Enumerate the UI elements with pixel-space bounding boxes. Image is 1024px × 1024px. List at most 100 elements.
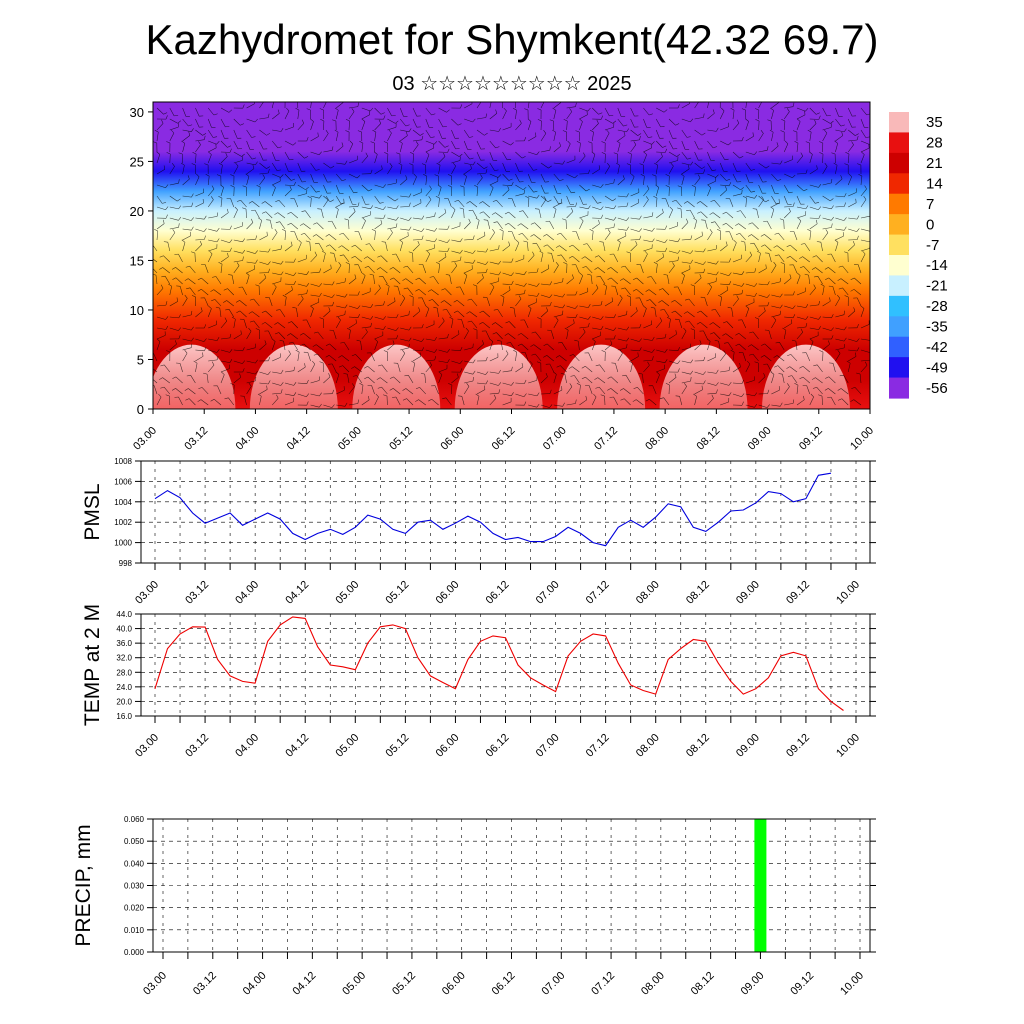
wind-barb xyxy=(156,206,166,210)
wind-barb-flag xyxy=(184,278,189,281)
wind-barb-flag xyxy=(315,169,320,171)
wind-barb-flag xyxy=(855,198,857,203)
wind-barb-flag xyxy=(301,119,305,124)
wind-barb xyxy=(617,107,622,117)
wind-barb xyxy=(348,143,354,153)
wind-barb xyxy=(502,289,511,296)
wind-barb xyxy=(309,241,311,252)
wind-barb xyxy=(444,288,452,296)
wind-barb xyxy=(278,332,286,340)
wind-barb xyxy=(848,217,858,220)
wind-barb xyxy=(617,298,623,307)
wind-barb xyxy=(412,153,414,164)
wind-barb xyxy=(579,305,589,308)
wind-barb-flag xyxy=(384,152,389,155)
wind-barb xyxy=(207,308,212,318)
wind-barb xyxy=(438,212,447,219)
wind-barb-flag xyxy=(677,249,681,254)
wind-barb-flag xyxy=(805,141,810,144)
wind-barb xyxy=(294,198,299,208)
wind-barb xyxy=(272,248,282,252)
wind-barb xyxy=(220,107,230,113)
wind-barb-flag xyxy=(600,206,604,210)
wind-barb-flag xyxy=(317,208,322,210)
wind-barb xyxy=(860,308,865,318)
wind-barb-flag xyxy=(362,217,366,221)
wind-barb-flag xyxy=(295,349,300,353)
wind-barb-flag xyxy=(797,118,801,122)
wind-barb-flag xyxy=(372,129,377,133)
wind-barb xyxy=(464,360,474,364)
heatmap-xtick-label: 03.00 xyxy=(131,425,159,453)
precip-xtick-label: 05.12 xyxy=(390,970,418,998)
wind-barb xyxy=(412,349,423,352)
wind-barb xyxy=(599,364,606,373)
wind-barb-flag xyxy=(703,268,706,273)
wind-barb-flag xyxy=(850,277,855,281)
wind-barb-flag xyxy=(589,228,594,232)
wind-barb xyxy=(387,232,393,241)
wind-barb xyxy=(681,386,687,395)
wind-barb xyxy=(162,267,170,274)
wind-barb xyxy=(348,278,357,285)
wind-barb xyxy=(451,265,458,274)
precip-ytick-label: 0.030 xyxy=(124,882,145,891)
temp-ytick-label: 44.0 xyxy=(116,610,132,619)
wind-barb xyxy=(579,184,587,192)
wind-barb xyxy=(656,368,665,373)
wind-barb xyxy=(720,189,727,197)
wind-barb xyxy=(515,352,517,362)
wind-barb-flag xyxy=(575,130,580,133)
wind-barb xyxy=(681,250,691,254)
wind-barb-flag xyxy=(383,325,386,330)
wind-barb xyxy=(162,377,170,384)
wind-barb xyxy=(771,320,777,329)
wind-barb xyxy=(451,151,460,157)
wind-barb xyxy=(489,286,495,296)
wind-barb-flag xyxy=(437,184,442,188)
wind-barb xyxy=(665,198,670,208)
wind-barb xyxy=(793,264,798,274)
wind-barb-flag xyxy=(570,207,574,212)
wind-barb-flag xyxy=(338,245,342,248)
wind-barb xyxy=(360,341,363,351)
wind-barb-flag xyxy=(840,175,843,180)
wind-barb-flag xyxy=(234,206,238,210)
wind-barb-flag xyxy=(293,258,296,263)
wind-barb xyxy=(738,223,746,230)
wind-barb-flag xyxy=(229,239,233,243)
wind-barb xyxy=(189,287,196,296)
wind-barb xyxy=(579,275,583,285)
wind-barb xyxy=(796,173,807,175)
wind-barb-flag xyxy=(172,376,177,379)
wind-barb-flag xyxy=(357,130,362,133)
wind-barb-flag xyxy=(833,162,838,166)
wind-barb xyxy=(764,234,772,241)
wind-barb-flag xyxy=(639,235,642,240)
wind-barb xyxy=(268,330,273,340)
wind-barb-flag xyxy=(288,342,294,344)
wind-barb-flag xyxy=(665,174,670,177)
colorbar-label: -14 xyxy=(926,257,948,274)
wind-barb xyxy=(463,208,465,219)
wind-barb xyxy=(495,212,503,219)
wind-barb xyxy=(613,253,619,263)
wind-barb-flag xyxy=(805,303,809,308)
wind-barb xyxy=(230,198,235,208)
wind-barb-flag xyxy=(621,287,626,290)
wind-barb xyxy=(252,201,260,208)
wind-barb-flag xyxy=(696,322,701,325)
wind-barb xyxy=(400,195,410,198)
wind-barb-flag xyxy=(471,102,473,104)
wind-barb-flag xyxy=(428,398,432,402)
wind-barb xyxy=(521,233,529,241)
wind-barb-flag xyxy=(837,388,842,391)
wind-barb xyxy=(374,169,383,175)
wind-barb-flag xyxy=(519,119,522,124)
wind-barb xyxy=(579,214,588,219)
wind-barb-flag xyxy=(321,250,326,254)
pmsl-ylabel: PMSL xyxy=(81,483,104,540)
wind-barb-flag xyxy=(858,173,863,177)
wind-barb-flag xyxy=(396,335,399,339)
wind-barb xyxy=(271,341,276,351)
